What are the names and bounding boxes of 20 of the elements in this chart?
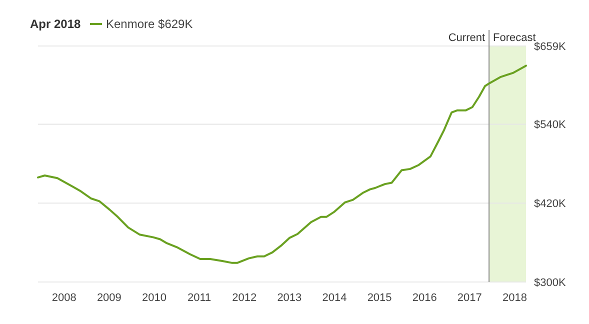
x-tick-label: 2014: [322, 292, 347, 304]
x-tick-label: 2010: [142, 292, 166, 304]
y-tick-label: $540K: [534, 119, 566, 132]
x-tick-label: 2015: [367, 292, 392, 304]
x-tick-label: 2018: [502, 292, 527, 304]
y-tick-label: $659K: [534, 41, 566, 53]
line-series: [37, 64, 527, 264]
ref-line-label: Current: [448, 32, 486, 44]
x-tick-label: 2008: [52, 292, 76, 304]
x-tick-label: 2009: [96, 292, 122, 304]
chart-title: Apr 2018: [30, 17, 82, 31]
y-tick-label: $300K: [534, 277, 566, 289]
x-tick-label: 2011: [187, 292, 212, 304]
x-tick-label: 2012: [232, 292, 257, 304]
x-tick-label: 2017: [457, 292, 482, 304]
band-label: Forecast: [493, 32, 536, 44]
x-tick-label: 2013: [277, 292, 302, 304]
y-tick-label: $420K: [534, 198, 566, 210]
x-tick-label: 2016: [412, 292, 437, 304]
legend-label: Kenmore $629K: [106, 17, 193, 31]
